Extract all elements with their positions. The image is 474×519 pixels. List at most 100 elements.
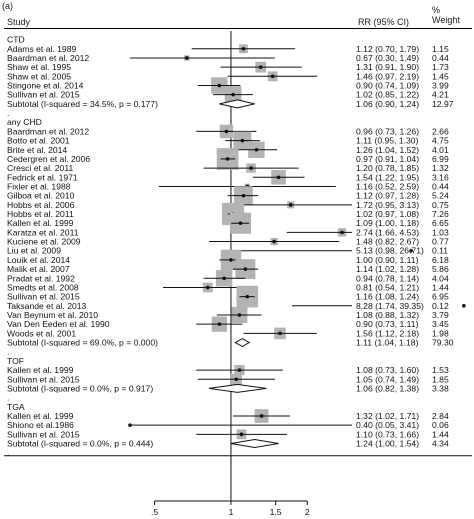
study-label: Smedts et al. 2008 [7,282,79,292]
subtotal-label: Subtotal (I-squared = 0.0%, p = 0.444) [7,439,153,449]
weight-value: 3.45 [432,319,449,329]
weight-value: 6.18 [432,255,449,265]
point-estimate [259,414,264,418]
study-label: Shiono et al.1986 [7,420,74,430]
study-label: Adams et al. 1989 [7,44,76,54]
rr-ci-value: 1.09 (1.00, 1.18) [356,218,419,228]
rr-ci-value: 1.56 (1.12, 2.18) [356,328,419,338]
x-axis-tick-label: .5 [151,507,158,517]
figure-label: (a) [2,1,13,11]
study-label: Malik et al. 2007 [7,264,70,274]
rr-ci-value: 0.97 (0.91, 1.04) [356,154,419,164]
header-rule [4,28,472,29]
weight-value: 4.34 [432,439,449,449]
point-estimate [340,230,344,235]
pooled-diamond [230,439,279,449]
point-estimate [278,331,282,336]
group-label: any CHD [7,117,42,127]
weight-value: 1.45 [432,71,449,81]
weight-value: 0.77 [432,237,449,247]
weight-value: 1.15 [432,44,449,54]
rr-ci-value: 2.74 (1.66, 4.53) [356,227,419,237]
spacer-dot: . [7,393,9,403]
point-estimate [270,74,275,79]
header-study: Study [7,17,31,27]
point-estimate [243,267,248,271]
study-label: Van Beynum et al. 2010 [7,310,98,320]
weight-value: 5.86 [432,264,449,274]
header-weight: Weight [432,15,460,25]
point-estimate [288,203,293,207]
subtotal-label: Subtotal (I-squared = 69.0%, p = 0.000) [7,338,158,348]
study-label: Taksande et al. 2013 [7,301,87,311]
weight-value: 0.75 [432,200,449,210]
point-estimate [241,46,246,51]
weight-value: 4.75 [432,136,449,146]
x-axis-tick-label: 1.5 [270,507,282,517]
weight-value: 3.16 [432,172,449,182]
rr-ci-value: 1.16 (1.08, 1.24) [356,292,419,302]
point-estimate [224,129,229,134]
weight-value: 6.95 [432,292,449,302]
weight-value: 1.85 [432,374,449,384]
weight-value: 1.32 [432,163,449,173]
study-label: Louik et al. 2014 [7,255,70,265]
study-label: Stingone et al. 2014 [7,80,84,90]
point-estimate [217,83,222,88]
group-label: CTD [7,35,25,45]
rr-ci-value: 1.16 (0.52, 2.59) [356,181,419,191]
rr-ci-value: 1.08 (0.88, 1.32) [356,310,419,320]
weight-value: 1.44 [432,282,449,292]
study-label: Kuciene et al. 2009 [7,237,81,247]
rr-ci-value: 1.26 (1.04, 1.52) [356,145,419,155]
study-label: Karatza et al. 2011 [7,227,79,237]
study-label: Cedergren et al. 2006 [7,154,90,164]
spacer-dot: . [7,347,9,357]
rr-ci-value: 1.12 (0.97, 1.28) [356,191,419,201]
point-estimate [225,157,230,161]
point-estimate [231,92,235,97]
rr-ci-value: 1.14 (1.02, 1.28) [356,264,419,274]
weight-value: 0.44 [432,53,449,63]
rr-ci-value: 1.72 (0.95, 3.13) [356,200,419,210]
study-label: Baardman et al. 2012 [7,126,89,136]
rr-ci-value: 1.20 (0.78, 1.85) [356,163,419,173]
weight-value: 2.66 [432,126,449,136]
weight-value: 3.79 [432,310,449,320]
header-rr-ci: RR (95% CI) [358,17,410,27]
weight-value: 0.44 [432,181,449,191]
study-label: Cresci et al. 2011 [7,163,73,173]
study-label: Brite et al. 2014 [7,145,67,155]
study-label: Kallen et al. 1999 [7,218,74,228]
weight-value: 0.06 [432,420,449,430]
study-label: Hobbs et al. 2011 [7,209,74,219]
weight-value: 3.38 [432,383,449,393]
rr-ci-value: 1.11 (1.04, 1.18) [356,338,419,348]
weight-value: 1.73 [432,62,449,72]
weight-value: 0.12 [432,301,449,311]
point-estimate [276,175,281,180]
rr-ci-value: 1.00 (0.90, 1.11) [356,255,419,265]
study-label: Botto et al. 2001 [7,136,70,146]
point-estimate [462,304,466,308]
pooled-diamond [209,383,267,393]
point-estimate [239,432,244,437]
point-estimate [237,313,242,317]
pooled-diamond [219,99,255,109]
rr-ci-value: 0.90 (0.73, 1.11) [356,319,419,329]
rr-ci-value: 1.02 (0.85, 1.22) [356,90,419,100]
point-estimate [222,276,226,281]
point-estimate [249,166,253,170]
study-label: Hobbs et al. 2006 [7,200,75,210]
point-estimate [254,147,259,152]
rr-ci-value: 1.06 (0.82, 1.38) [356,383,419,393]
point-estimate [240,138,245,143]
weight-value: 1.03 [432,227,449,237]
point-estimate [217,322,222,326]
rr-ci-value: 1.02 (0.97, 1.08) [356,209,419,219]
weight-value: 12.97 [432,99,454,109]
weight-value: 6.65 [432,218,449,228]
point-estimate [185,56,189,60]
weight-value: 1.98 [432,328,449,338]
